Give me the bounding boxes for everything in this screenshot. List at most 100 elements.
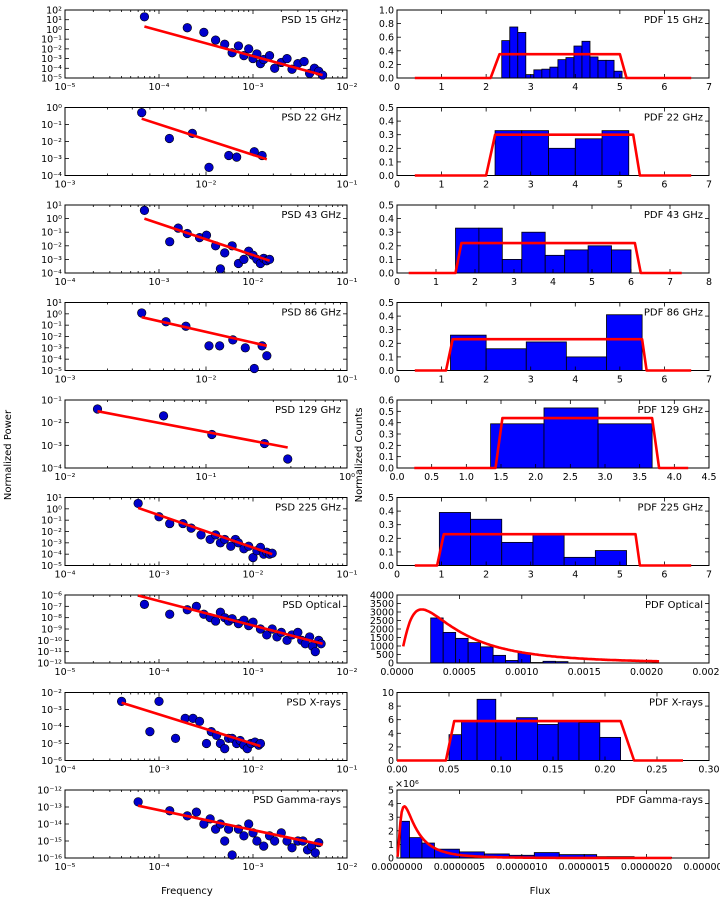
chart-psd43: 10⁻⁴ 10⁻³ 10⁻² 10⁻¹ 10⁻⁴ 10⁻³ 10⁻² 10⁻¹ 10⁰ 10¹ PS… — [41, 201, 358, 289]
y-tick-label: 0.4 — [379, 46, 394, 57]
x-tick-label: 2 — [483, 375, 489, 386]
x-tick-label: 10⁻¹ — [337, 375, 358, 386]
x-tick-label: 10⁻⁵ — [55, 82, 76, 93]
fit-line — [414, 337, 692, 372]
data-point — [227, 850, 237, 860]
plots-grid: 10⁻⁵ 10⁻⁴ 10⁻³ 10⁻²10⁻⁵10⁻⁴10⁻³10⁻²10⁻¹10⁰1… — [37, 6, 720, 874]
data-point — [249, 363, 259, 374]
y-tick-label: 0.4 — [379, 418, 394, 429]
fit-line — [397, 719, 683, 762]
x-tick-label: 10⁻² — [243, 570, 264, 581]
y-tick-label: 0.1 — [379, 452, 394, 463]
x-tick-label: 7 — [706, 180, 712, 191]
chart-pdf22: 0 1 2 3 4 5 6 7 0.0 0.1 0.2 0.3 0.4 0.5 PDF 22 GHz — [379, 103, 712, 191]
x-tick-label: 10⁻¹ — [196, 472, 217, 483]
x-tick-label: 3 — [528, 82, 534, 93]
x-tick-label: 10⁻⁵ — [55, 862, 76, 873]
data-point — [239, 254, 249, 264]
chart-title: PDF Optical — [645, 600, 703, 611]
right-xlabel: Flux — [530, 886, 551, 897]
histogram-bar — [563, 556, 596, 566]
histogram-bar — [597, 423, 653, 469]
y-tick-label: 10⁻⁵ — [41, 74, 62, 85]
chart-pdfx: 0.00 0.05 0.10 0.15 0.20 0.25 0.30 0 2 4 6 8 10 PDF X… — [382, 688, 720, 776]
x-tick-label: 10⁻¹ — [337, 180, 358, 191]
x-tick-label: 10⁻² — [243, 765, 264, 776]
data-point — [232, 152, 242, 162]
histogram-bar — [400, 820, 410, 859]
x-tick-label: 10⁻³ — [55, 375, 76, 386]
x-tick-label: 7 — [706, 82, 712, 93]
x-tick-label: 1 — [439, 82, 445, 93]
y-multiplier: ×10⁶ — [395, 779, 419, 790]
y-tick-label: 10⁻⁴ — [41, 64, 62, 75]
x-tick-label: 4.5 — [701, 472, 716, 483]
y-tick-label: 10⁻⁹ — [41, 625, 62, 636]
x-tick-label: 10⁰ — [339, 472, 355, 483]
y-tick-label: 0.0 — [379, 561, 394, 572]
data-point — [270, 63, 280, 73]
x-tick-label: 10⁻⁴ — [149, 862, 170, 873]
chart-title: PSD Optical — [282, 600, 341, 611]
y-tick-label: 10⁻⁷ — [41, 602, 62, 613]
chart-title: PDF Gamma-rays — [616, 795, 703, 806]
fit-line — [137, 804, 323, 847]
histogram-bar — [611, 249, 632, 274]
data-point — [283, 454, 293, 464]
x-tick-label: 0 — [394, 375, 400, 386]
y-tick-label: 10⁻² — [41, 332, 62, 343]
y-tick-label: 0.4 — [379, 507, 394, 518]
histogram-bar — [494, 130, 523, 176]
x-tick-label: 0.0000010 — [496, 862, 547, 873]
data-point — [262, 630, 272, 640]
x-tick-label: 4 — [550, 277, 556, 288]
data-point — [270, 836, 280, 846]
data-point — [287, 843, 297, 853]
chart-psd129: 10⁻² 10⁻¹ 10⁰ 10⁻⁴ 10⁻³ 10⁻² 10⁻¹ PSD 129 GHz — [41, 396, 355, 484]
x-tick-label: 2 — [483, 180, 489, 191]
data-point — [215, 264, 226, 274]
right-ylabel: Normalized Counts — [354, 408, 365, 503]
y-tick-label: 0.1 — [379, 255, 394, 266]
y-tick-label: 3000 — [370, 608, 394, 619]
data-point — [165, 609, 175, 619]
y-tick-label: 0.5 — [379, 201, 394, 212]
y-tick-label: 10¹ — [46, 298, 62, 309]
x-tick-label: 7 — [706, 570, 712, 581]
y-tick-label: 0 — [388, 659, 394, 670]
x-tick-label: 10⁻³ — [243, 862, 264, 873]
x-tick-label: 10⁻³ — [243, 82, 264, 93]
data-point — [201, 738, 212, 749]
histogram-bar — [442, 632, 457, 664]
data-point — [204, 162, 214, 172]
fit-line — [414, 52, 692, 80]
data-point — [224, 150, 234, 161]
x-tick-label: 7 — [706, 375, 712, 386]
data-point — [233, 41, 244, 51]
axes-frame — [396, 497, 710, 566]
y-tick-label: 10⁻¹ — [41, 396, 62, 407]
y-tick-label: 0.3 — [379, 325, 394, 336]
x-tick-label: 10⁻⁴ — [55, 277, 76, 288]
y-tick-label: 10⁻² — [41, 688, 62, 699]
histogram-bar — [470, 518, 503, 566]
x-tick-label: 10⁻³ — [149, 765, 170, 776]
y-tick-label: 0.5 — [379, 407, 394, 418]
histogram-bar — [467, 642, 482, 664]
x-tick-label: 8 — [706, 277, 712, 288]
fit-line — [144, 25, 323, 77]
x-tick-label: 0.0 — [389, 472, 404, 483]
data-point — [244, 44, 254, 54]
y-tick-label: 0.3 — [379, 228, 394, 239]
y-tick-label: 10⁻¹¹ — [37, 647, 62, 658]
x-tick-label: 5 — [589, 277, 595, 288]
fit-line — [414, 133, 692, 177]
x-tick-label: 1.5 — [493, 472, 508, 483]
histogram-bar — [589, 56, 599, 79]
data-point — [133, 498, 143, 509]
y-tick-label: 0.1 — [379, 547, 394, 558]
x-tick-label: 0.25 — [646, 765, 667, 776]
y-tick-label: 10⁻¹³ — [37, 803, 62, 814]
y-tick-label: 10⁰ — [46, 25, 62, 36]
